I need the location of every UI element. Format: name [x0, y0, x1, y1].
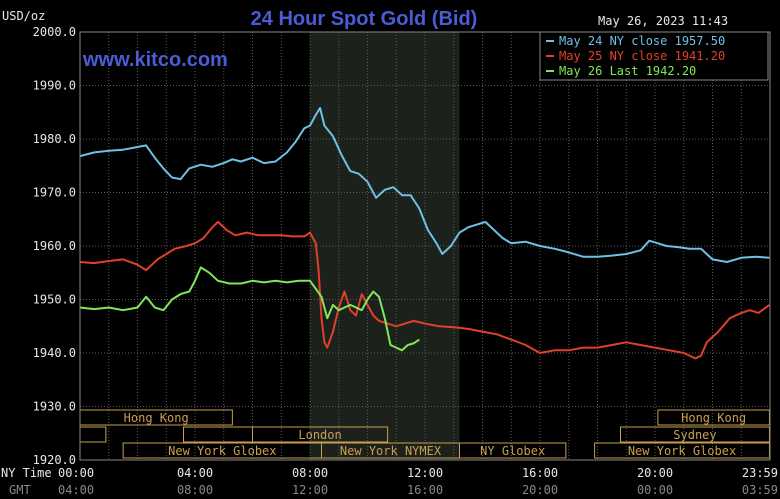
y-tick-label: 1970.0: [33, 186, 76, 200]
session-box: [252, 426, 389, 443]
y-tick-label: 1920.0: [33, 453, 76, 467]
x-tick-label-gmt: 16:00: [407, 483, 443, 497]
x-tick-label-gmt: 03:59: [742, 483, 778, 497]
y-tick-label: 1940.0: [33, 346, 76, 360]
session-box: [620, 426, 770, 443]
y-tick-label: 1930.0: [33, 400, 76, 414]
session-label: New York Globex: [628, 444, 736, 458]
units-label: USD/oz: [2, 9, 45, 23]
session-label: Sydney: [673, 428, 716, 442]
session-label: London: [298, 428, 341, 442]
x-tick-label-gmt: 08:00: [177, 483, 213, 497]
y-tick-label: 2000.0: [33, 25, 76, 39]
series-line-1: [79, 107, 770, 263]
session-box: [594, 442, 770, 459]
x-tick-label-gmt: 20:00: [522, 483, 558, 497]
plot-frame: [79, 31, 771, 461]
session-label: Hong Kong: [681, 411, 746, 425]
session-label: NY Globex: [480, 444, 545, 458]
x-tick-label-ny: 08:00: [292, 466, 328, 480]
y-axis: 2000.0 1990.0 1980.0 1970.0 1960.0 1950.0 1940…: [33, 25, 76, 467]
trading-sessions: Hong Kong London New York Globex New York N…: [79, 409, 770, 459]
x-tick-label-ny: 12:00: [407, 466, 443, 480]
legend-entry: May 24 NY close 1957.50: [559, 34, 725, 48]
series-line-3: [79, 266, 420, 352]
session-box: [657, 409, 770, 426]
legend-entry: May 26 Last 1942.20: [559, 64, 696, 78]
x-tick-label-gmt: 12:00: [292, 483, 328, 497]
x-tick-label-ny: 20:00: [637, 466, 673, 480]
timestamp: May 26, 2023 11:43: [598, 14, 728, 28]
y-tick-label: 1950.0: [33, 293, 76, 307]
x-tick-label-ny: 04:00: [177, 466, 213, 480]
gmt-label: GMT: [9, 483, 31, 497]
legend-box: [539, 31, 769, 81]
y-tick-label: 1960.0: [33, 239, 76, 253]
x-tick-label-gmt: 04:00: [58, 483, 94, 497]
chart-title: 24 Hour Spot Gold (Bid): [251, 8, 478, 30]
x-tick-label-ny: 00:00: [58, 466, 94, 480]
session-label: Hong Kong: [124, 411, 189, 425]
y-tick-label: 1990.0: [33, 79, 76, 93]
session-label: New York Globex: [168, 444, 276, 458]
ny-time-label: NY Time: [1, 466, 52, 480]
session-label: New York NYMEX: [340, 444, 442, 458]
legend-entry: May 25 NY close 1941.20: [559, 49, 725, 63]
series-line-2: [79, 220, 770, 360]
x-axis: 00:00 04:00 04:00 08:00 08:00 12:00 12:00 16:00…: [58, 466, 778, 497]
x-tick-label-ny: 16:00: [522, 466, 558, 480]
x-tick-label-gmt: 00:00: [637, 483, 673, 497]
price-series: [79, 107, 770, 360]
session-box: [459, 442, 567, 459]
y-tick-label: 1980.0: [33, 132, 76, 146]
website-watermark: www.kitco.com: [82, 49, 228, 71]
x-tick-label-ny: 23:59: [742, 466, 778, 480]
